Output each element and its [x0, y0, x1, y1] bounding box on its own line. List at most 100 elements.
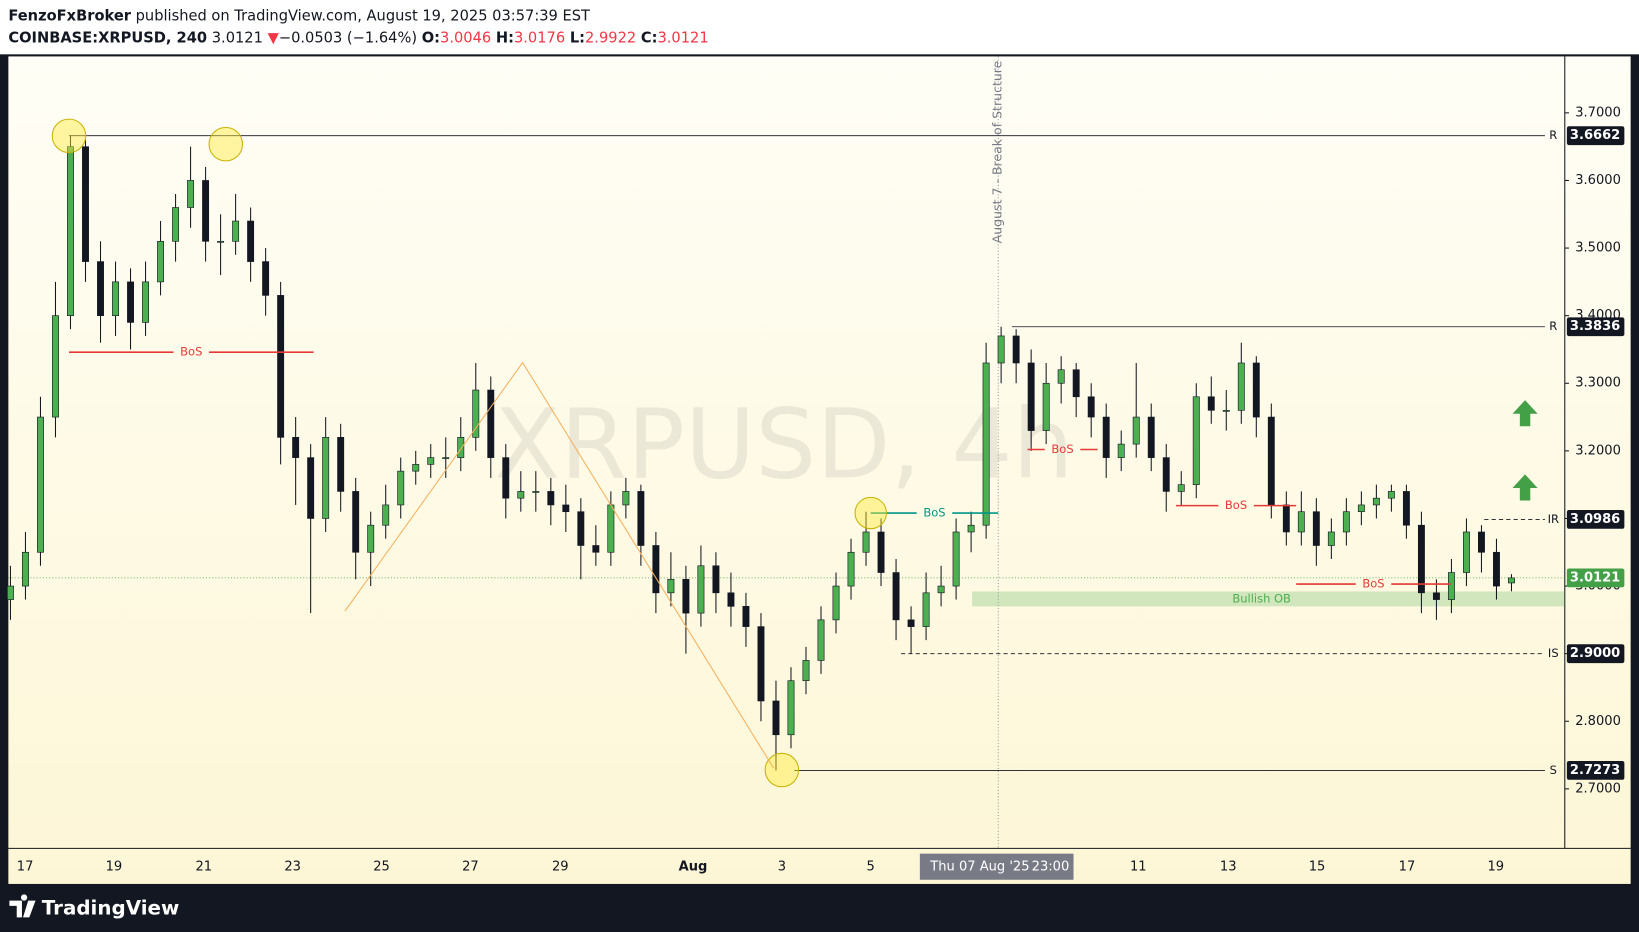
candle-body: [802, 660, 810, 682]
candle-body: [307, 457, 315, 519]
candle-body: [1282, 504, 1290, 533]
y-tick-label: 3.5000: [1575, 241, 1621, 256]
x-tick-label: 25: [373, 860, 390, 875]
candle-body: [1132, 416, 1140, 445]
price-tag-label: 3.6662: [1570, 128, 1620, 143]
candle-body: [967, 524, 975, 533]
candle-body: [742, 606, 750, 627]
candle-body: [247, 220, 255, 262]
candle-body: [1417, 524, 1425, 594]
price-tag-label: 2.7273: [1570, 763, 1620, 778]
candle-body: [472, 389, 480, 438]
candle-body: [577, 511, 585, 546]
candle-body: [1117, 443, 1125, 458]
candle-body: [712, 565, 720, 594]
x-tick-label: 27: [462, 860, 479, 875]
candle-body: [1432, 592, 1440, 600]
bos-label: BoS: [1225, 498, 1247, 512]
candle-body: [1042, 382, 1050, 431]
x-tick-label: 21: [196, 860, 213, 875]
y-tick-label: 3.3000: [1575, 376, 1621, 391]
candle-body: [97, 261, 104, 316]
candle-body: [682, 578, 690, 614]
candle-body: [1462, 531, 1470, 573]
bos-label: BoS: [1362, 577, 1384, 591]
candle-body: [862, 531, 870, 553]
candle-body: [1402, 491, 1410, 526]
bos-label: BoS: [1051, 442, 1073, 456]
chart-bg: [8, 56, 1631, 884]
x-tick-label: 3: [778, 860, 786, 875]
candle-body: [1027, 362, 1035, 431]
candle-body: [172, 207, 180, 242]
level-name: S: [1550, 763, 1557, 777]
candle-body: [232, 220, 240, 242]
up-arrow: [1512, 400, 1538, 427]
up-arrow: [1512, 474, 1538, 501]
candle-body: [667, 578, 675, 594]
logo-mark: [9, 894, 36, 918]
pattern-line: [344, 361, 774, 769]
candle-body: [1147, 416, 1155, 458]
candle-body: [202, 180, 210, 242]
candle-body: [1192, 396, 1200, 485]
candle-body: [607, 504, 615, 553]
candle-body: [127, 281, 134, 323]
price-tag: [1566, 644, 1625, 664]
candle-body: [1493, 551, 1500, 587]
swing-marker: [51, 118, 87, 154]
candle-body: [1222, 409, 1230, 412]
candle-body: [937, 585, 945, 594]
candle-body: [847, 551, 855, 587]
candle-body: [487, 389, 495, 458]
candle-body: [22, 551, 29, 587]
author: FenzoFxBroker: [8, 8, 131, 25]
symbol-line: COINBASE:XRPUSD, 240 3.0121 ▼−0.0503 (−1…: [8, 30, 708, 47]
candle-body: [757, 626, 765, 702]
x-tick-label: 11: [1130, 860, 1147, 875]
level-name: R: [1549, 319, 1557, 333]
candle-body: [1508, 577, 1515, 584]
candle-body: [1012, 335, 1020, 364]
x-tick-label: 19: [106, 860, 123, 875]
candle-body: [442, 457, 450, 459]
price-tag-label: 3.3836: [1570, 319, 1620, 334]
candle-body: [697, 565, 705, 614]
candle-body: [817, 619, 825, 661]
price-tag: [1566, 317, 1625, 337]
arrows: [1512, 400, 1538, 501]
candle-body: [457, 437, 465, 458]
l-value: 2.9922: [585, 30, 636, 47]
price-tag-label: 2.9000: [1570, 646, 1620, 661]
candle-body: [142, 281, 149, 323]
candle-body: [547, 491, 555, 506]
level-name: IS: [1548, 646, 1559, 660]
x-tick-label: 17: [1399, 860, 1416, 875]
candle-body: [1372, 497, 1380, 506]
h-label: H:: [496, 30, 514, 47]
candle-body: [997, 335, 1005, 364]
candle-body: [532, 491, 540, 493]
candle-body: [52, 315, 59, 418]
candle-body: [502, 457, 510, 499]
plot: Bullish OB XRPUSD, 4h August 7 - Break of …: [7, 56, 1565, 849]
published: published on TradingView.com, August 19,…: [136, 8, 590, 25]
c-label: C:: [641, 30, 658, 47]
candle-body: [352, 491, 360, 553]
header-bg: [0, 0, 1639, 55]
candle-body: [562, 504, 570, 513]
candle-body: [982, 362, 990, 526]
level-name: R: [1549, 128, 1557, 142]
price-tag: [1566, 760, 1625, 780]
candle-body: [1387, 491, 1395, 499]
candle-body: [652, 545, 660, 594]
order-block-label: Bullish OB: [1232, 591, 1291, 605]
x-tick-label: 13: [1220, 860, 1237, 875]
candle-body: [1357, 504, 1365, 513]
candle-body: [1312, 511, 1320, 546]
candle-body: [1447, 572, 1455, 600]
y-tick-label: 2.7000: [1575, 781, 1621, 796]
price-tag: [1566, 510, 1625, 529]
candle-body: [187, 180, 195, 208]
